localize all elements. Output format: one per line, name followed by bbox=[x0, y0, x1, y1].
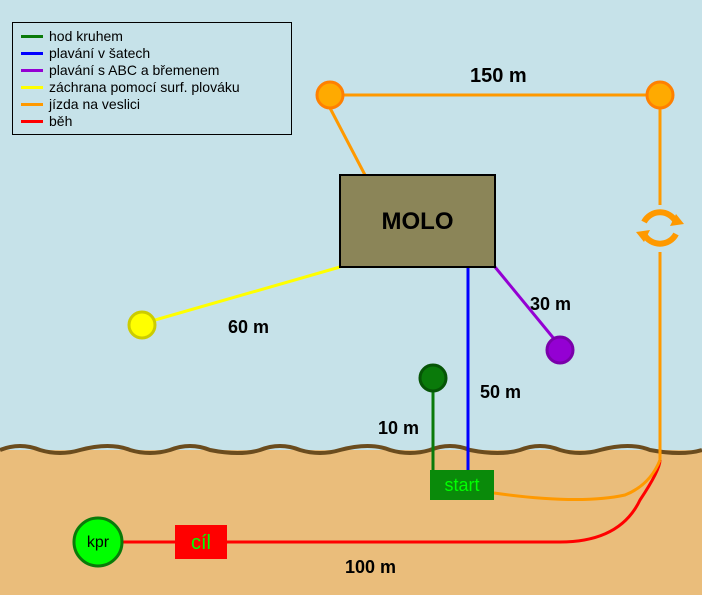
legend-item: plavání s ABC a břemenem bbox=[21, 62, 283, 78]
buoy-yellow bbox=[129, 312, 155, 338]
legend-item: běh bbox=[21, 113, 283, 129]
legend-label: záchrana pomocí surf. plováku bbox=[49, 79, 240, 95]
legend-item: záchrana pomocí surf. plováku bbox=[21, 79, 283, 95]
legend-item: hod kruhem bbox=[21, 28, 283, 44]
buoy-orange_left bbox=[317, 82, 343, 108]
buoy-green bbox=[420, 365, 446, 391]
legend-swatch bbox=[21, 120, 43, 123]
distance-d50: 50 m bbox=[480, 382, 521, 402]
distance-d10: 10 m bbox=[378, 418, 419, 438]
distance-d30: 30 m bbox=[530, 294, 571, 314]
legend-swatch bbox=[21, 35, 43, 38]
legend-swatch bbox=[21, 86, 43, 89]
legend-label: jízda na veslici bbox=[49, 96, 140, 112]
legend-label: plavání v šatech bbox=[49, 45, 150, 61]
distance-d60: 60 m bbox=[228, 317, 269, 337]
kpr-label: kpr bbox=[87, 534, 110, 551]
distance-d100: 100 m bbox=[345, 557, 396, 577]
legend-label: hod kruhem bbox=[49, 28, 123, 44]
legend-item: jízda na veslici bbox=[21, 96, 283, 112]
legend-label: běh bbox=[49, 113, 72, 129]
buoy-orange_right bbox=[647, 82, 673, 108]
legend-swatch bbox=[21, 103, 43, 106]
legend: hod kruhemplavání v šatechplavání s ABC … bbox=[12, 22, 292, 135]
start-label: start bbox=[444, 475, 479, 495]
molo-label: MOLO bbox=[382, 208, 454, 235]
distance-d150: 150 m bbox=[470, 65, 527, 87]
legend-swatch bbox=[21, 52, 43, 55]
cil-label: cíl bbox=[191, 532, 211, 554]
legend-item: plavání v šatech bbox=[21, 45, 283, 61]
buoy-purple bbox=[547, 337, 573, 363]
legend-swatch bbox=[21, 69, 43, 72]
legend-label: plavání s ABC a břemenem bbox=[49, 62, 219, 78]
